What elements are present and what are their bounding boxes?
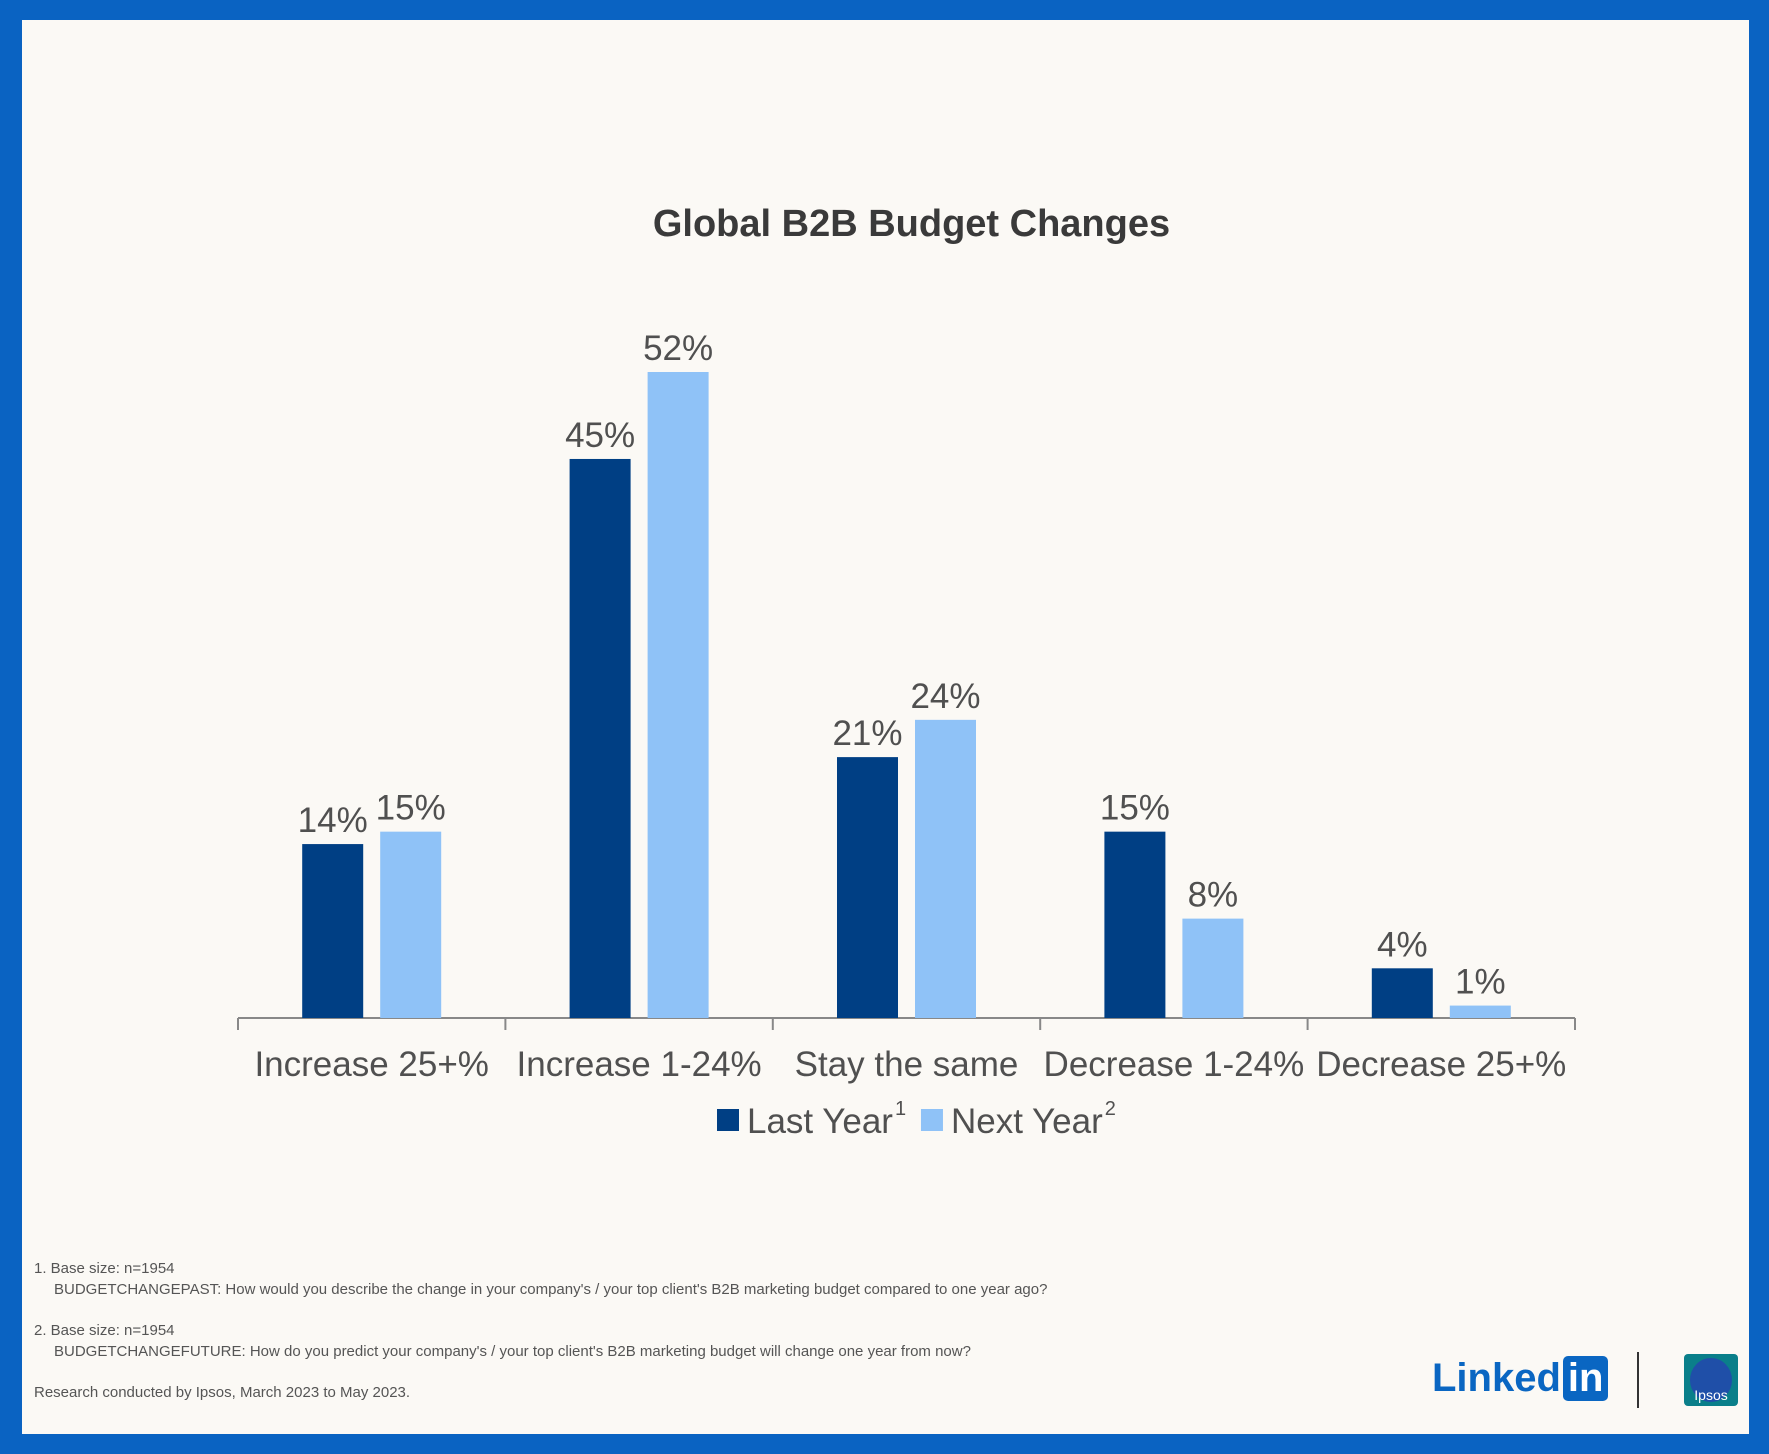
data-label: 24%	[910, 677, 980, 716]
data-label: 21%	[832, 714, 902, 753]
legend-swatch	[717, 1109, 739, 1131]
footnote-1-question: BUDGETCHANGEPAST: How would you describe…	[54, 1281, 1048, 1298]
data-label: 15%	[376, 789, 446, 828]
linkedin-in-box: in	[1562, 1356, 1609, 1401]
legend-superscript: 2	[1105, 1098, 1116, 1120]
linkedin-logo-text: Linked	[1432, 1356, 1561, 1400]
data-label: 4%	[1377, 925, 1428, 964]
x-tick-label: Increase 1-24%	[517, 1045, 762, 1084]
bar-last-year	[302, 844, 364, 1018]
ipsos-logo-shape	[1690, 1358, 1732, 1402]
footnote-2-base: 2. Base size: n=1954	[34, 1322, 175, 1339]
footnote-1-base: 1. Base size: n=1954	[34, 1260, 175, 1277]
x-tick-label: Stay the same	[795, 1045, 1019, 1084]
bar-last-year	[837, 757, 898, 1018]
legend-swatch	[920, 1109, 943, 1131]
linkedin-logo: Linked in	[1432, 1356, 1609, 1401]
logo-area: Linked in Ipsos	[1432, 1350, 1738, 1420]
legend-label: Last Year	[747, 1102, 893, 1141]
bar-next-year	[380, 831, 442, 1018]
x-tick-label: Increase 25+%	[254, 1045, 488, 1084]
data-label: 52%	[643, 329, 713, 368]
bar-next-year	[1449, 1005, 1511, 1018]
footnotes: 1. Base size: n=1954 BUDGETCHANGEPAST: H…	[34, 1258, 1334, 1403]
data-label: 15%	[1100, 789, 1170, 828]
data-label: 1%	[1455, 963, 1506, 1002]
data-label: 8%	[1188, 876, 1239, 915]
legend-label: Next Year	[951, 1102, 1103, 1141]
bar-next-year	[647, 372, 709, 1018]
chart-title: Global B2B Budget Changes	[653, 203, 1170, 245]
legend-superscript: 1	[895, 1098, 906, 1120]
bar-next-year	[915, 719, 976, 1018]
bar-next-year	[1182, 918, 1244, 1018]
logo-divider	[1637, 1352, 1639, 1408]
data-label: 14%	[298, 801, 368, 840]
bar-last-year	[569, 458, 631, 1018]
x-tick-label: Decrease 1-24%	[1044, 1045, 1305, 1084]
bar-last-year	[1104, 831, 1166, 1018]
chart-frame: Global B2B Budget Changes 14% 15% Increase …	[22, 20, 1749, 1434]
x-tick-label: Decrease 25+%	[1316, 1045, 1566, 1084]
research-note: Research conducted by Ipsos, March 2023 …	[34, 1384, 411, 1401]
ipsos-logo-text: Ipsos	[1694, 1387, 1728, 1403]
ipsos-logo: Ipsos	[1684, 1354, 1738, 1406]
footnote-2-question: BUDGETCHANGEFUTURE: How do you predict y…	[54, 1343, 971, 1360]
data-label: 45%	[565, 416, 635, 455]
bar-last-year	[1371, 968, 1433, 1018]
